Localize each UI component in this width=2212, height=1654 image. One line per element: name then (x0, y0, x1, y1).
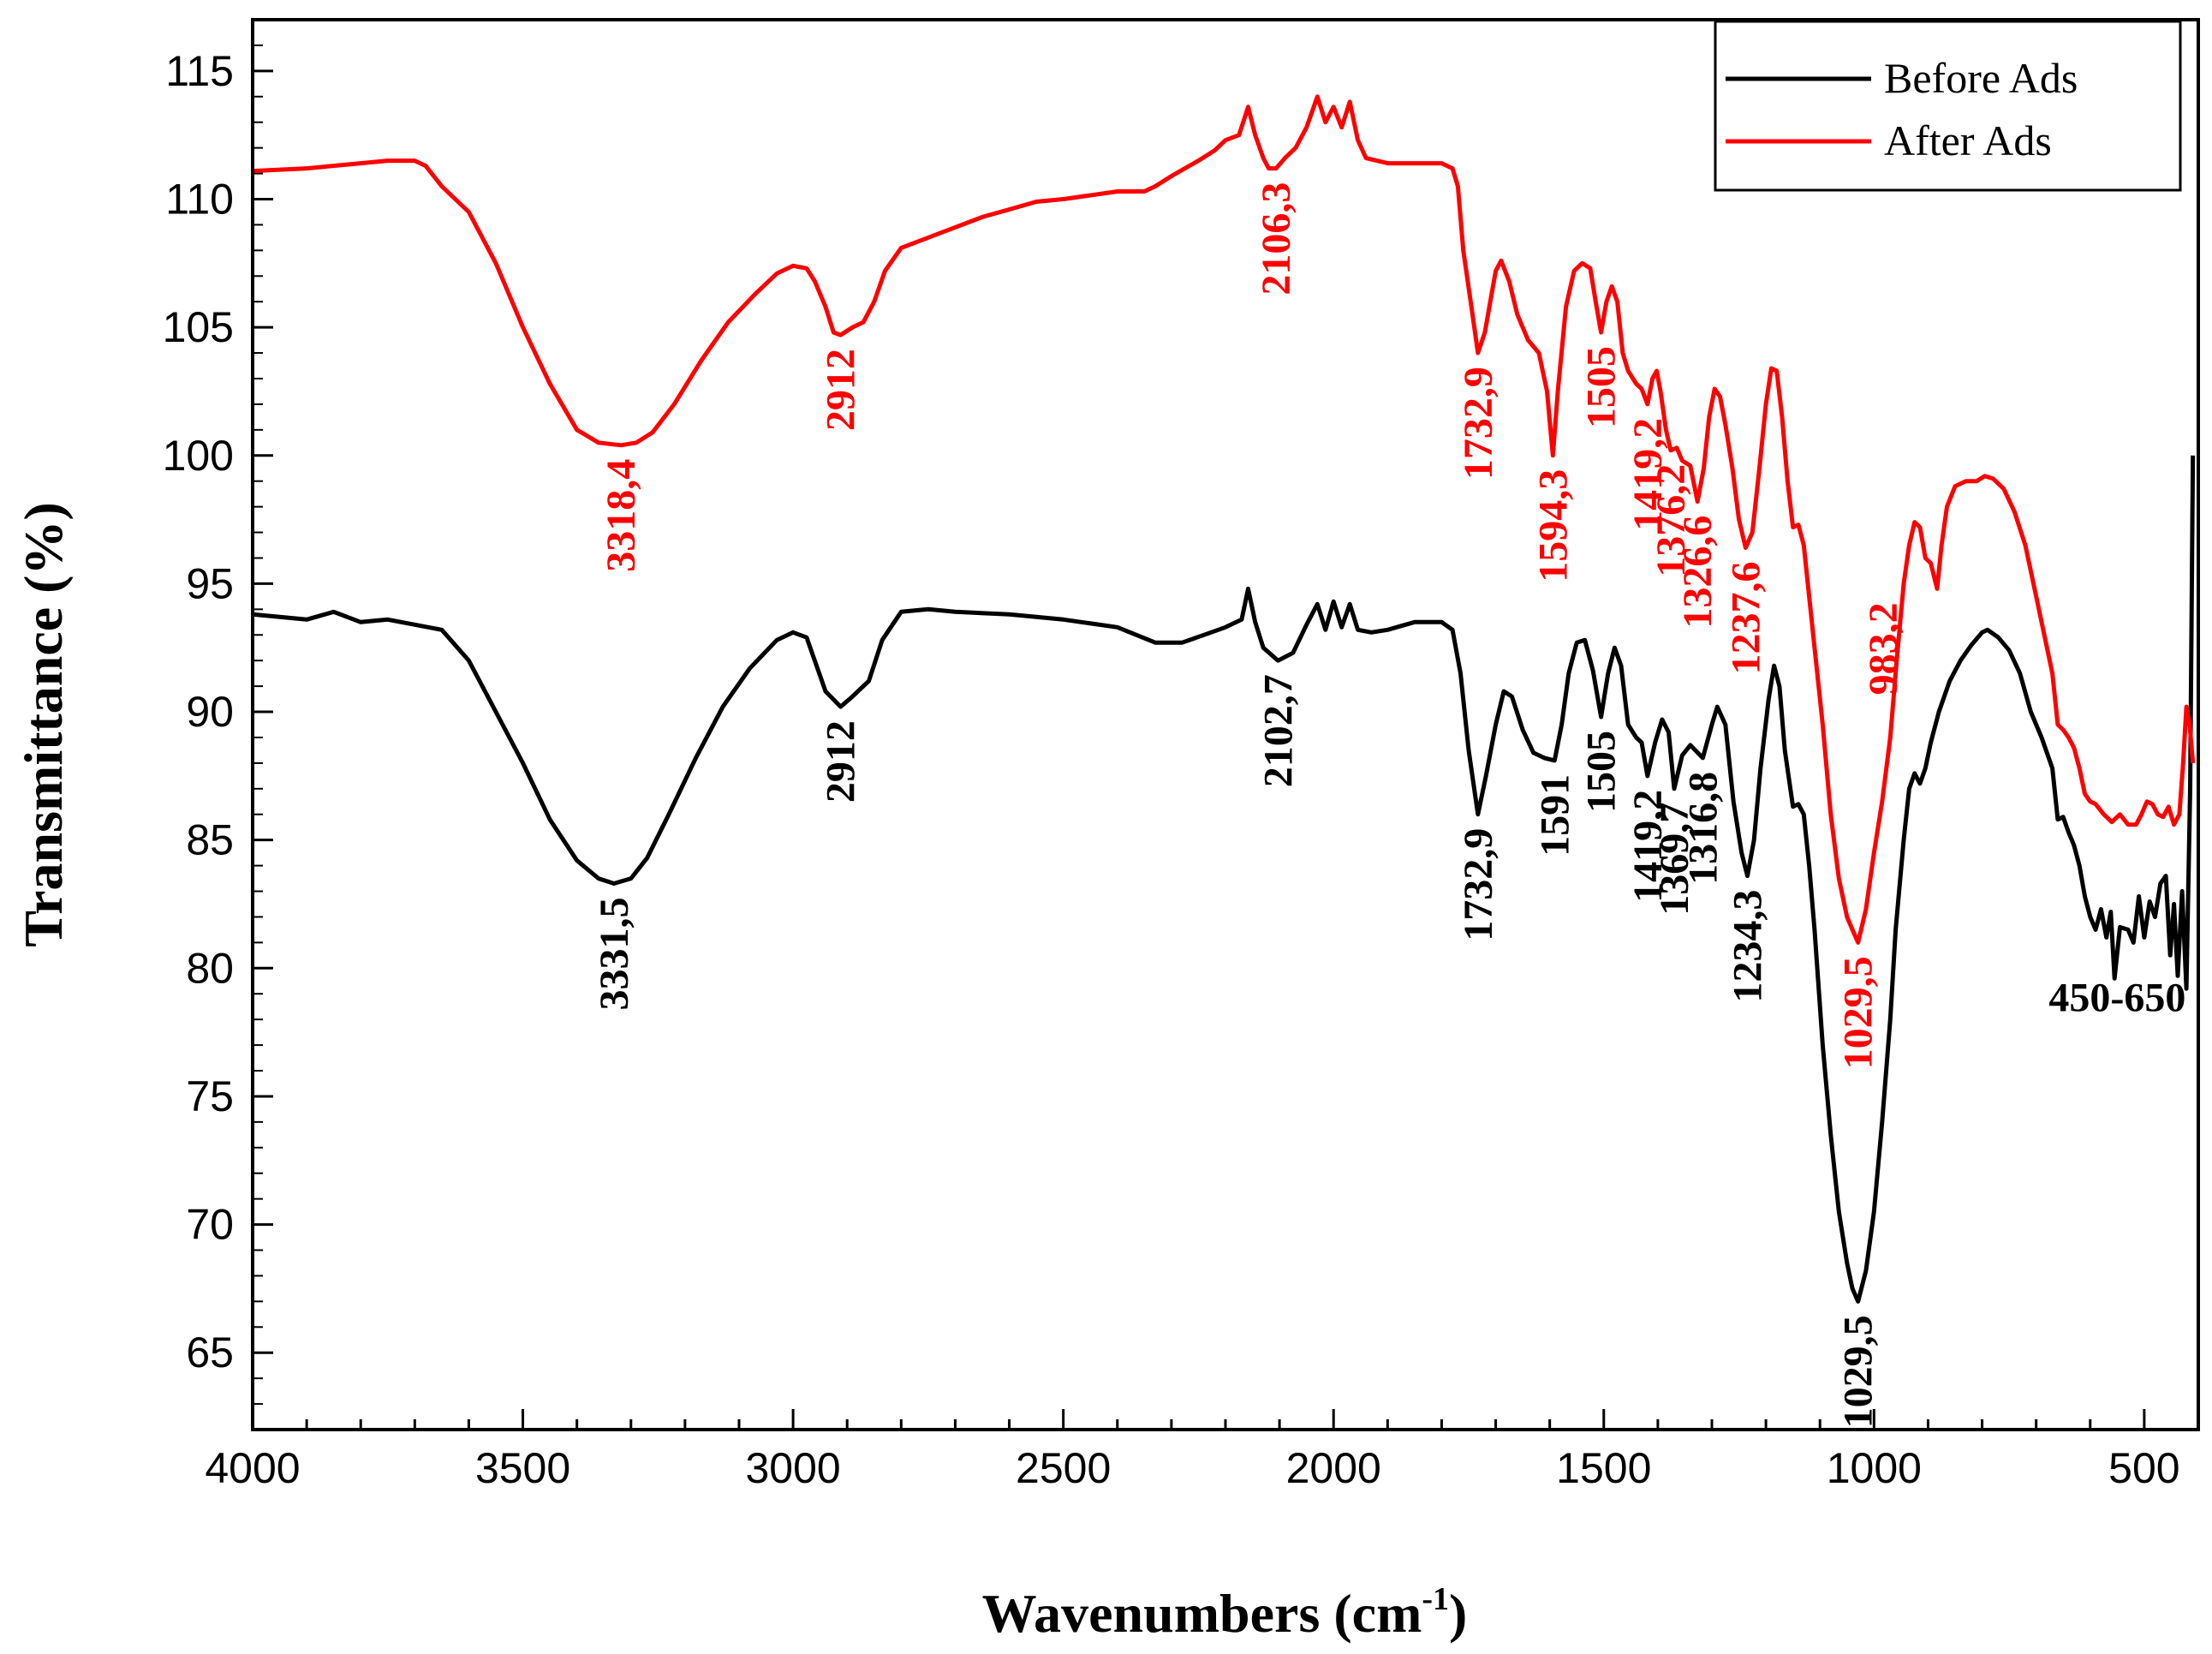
peak-label: 1505 (1579, 346, 1625, 428)
y-tick-label: 75 (186, 1072, 234, 1120)
legend-box (1714, 20, 2182, 192)
plot-frame (251, 18, 2200, 1431)
x-tick-label: 2000 (1286, 1444, 1381, 1492)
peak-label: 3318,4 (599, 459, 644, 572)
peak-label: 1029,5 (1836, 956, 1881, 1069)
series-line-after-ads (252, 94, 2196, 945)
peak-label: 2912 (819, 720, 864, 803)
peak-label: 2912 (819, 349, 864, 431)
peak-label: 3331,5 (592, 898, 637, 1011)
peak-label: 1505 (1579, 731, 1625, 813)
x-tick-label: 3500 (475, 1444, 570, 1492)
series-line-before-ads (252, 455, 2196, 1304)
peak-label: 1419,2 (1625, 790, 1671, 903)
legend-label-before-ads: Before Ads (1884, 54, 2078, 102)
peak-label: 1316,8 (1680, 772, 1726, 885)
x-axis-title-sup: -1 (1422, 1581, 1449, 1617)
x-axis-title-main: Wavenumbers (cm (982, 1583, 1422, 1644)
x-axis-title: Wavenumbers (cm-1) (982, 1581, 1468, 1644)
series-layer (252, 94, 2196, 1304)
peak-label: 450-650 (2048, 975, 2185, 1020)
peak-label: 1376,2 (1649, 464, 1694, 577)
peak-label: 2106,3 (1254, 182, 1299, 296)
peak-label: 1591 (1532, 774, 1577, 857)
x-tick-label: 4000 (205, 1444, 300, 1492)
x-tick-label: 2500 (1016, 1444, 1111, 1492)
legend-label-after-ads: After Ads (1884, 116, 2052, 164)
peak-label: 1029,5 (1836, 1315, 1881, 1428)
x-tick-label: 3000 (745, 1444, 840, 1492)
legend: Before Ads After Ads (1714, 20, 2182, 192)
y-tick-label: 65 (186, 1329, 234, 1376)
y-tick-label: 85 (186, 816, 234, 864)
x-tick-label: 1500 (1556, 1444, 1651, 1492)
y-axis-title: Transmittance (%) (13, 502, 74, 947)
peak-label: 983,2 (1861, 602, 1906, 695)
y-tick-label: 80 (186, 944, 234, 992)
x-tick-label: 500 (2108, 1444, 2179, 1492)
y-tick-label: 100 (163, 432, 234, 480)
peak-label: 1326,6 (1675, 516, 1720, 629)
y-tick-label: 90 (186, 688, 234, 736)
x-axis-title-close: ) (1449, 1583, 1467, 1644)
tick-labels: 4000 3500 3000 2500 2000 1500 1000 500 65 70 75 80 8… (163, 47, 2180, 1492)
peak-label: 1237,6 (1723, 562, 1768, 675)
y-tick-label: 95 (186, 559, 234, 607)
y-tick-label: 70 (186, 1201, 234, 1249)
y-tick-label: 110 (165, 175, 234, 223)
peak-label: 2102,7 (1255, 674, 1301, 787)
y-tick-label: 105 (163, 303, 234, 351)
peak-label: 1234,3 (1726, 890, 1771, 1003)
peak-annotations: 3318,429122106,31732,91594,315051419,213… (592, 182, 2185, 1429)
y-tick-label: 115 (165, 47, 234, 95)
peak-label: 1732,9 (1456, 828, 1501, 941)
x-tick-label: 1000 (1827, 1444, 1922, 1492)
peak-label: 1732,9 (1456, 367, 1501, 480)
peak-label: 1419,2 (1625, 418, 1671, 531)
peak-label: 1594,3 (1530, 469, 1576, 582)
peak-label: 1369,7 (1652, 803, 1697, 916)
